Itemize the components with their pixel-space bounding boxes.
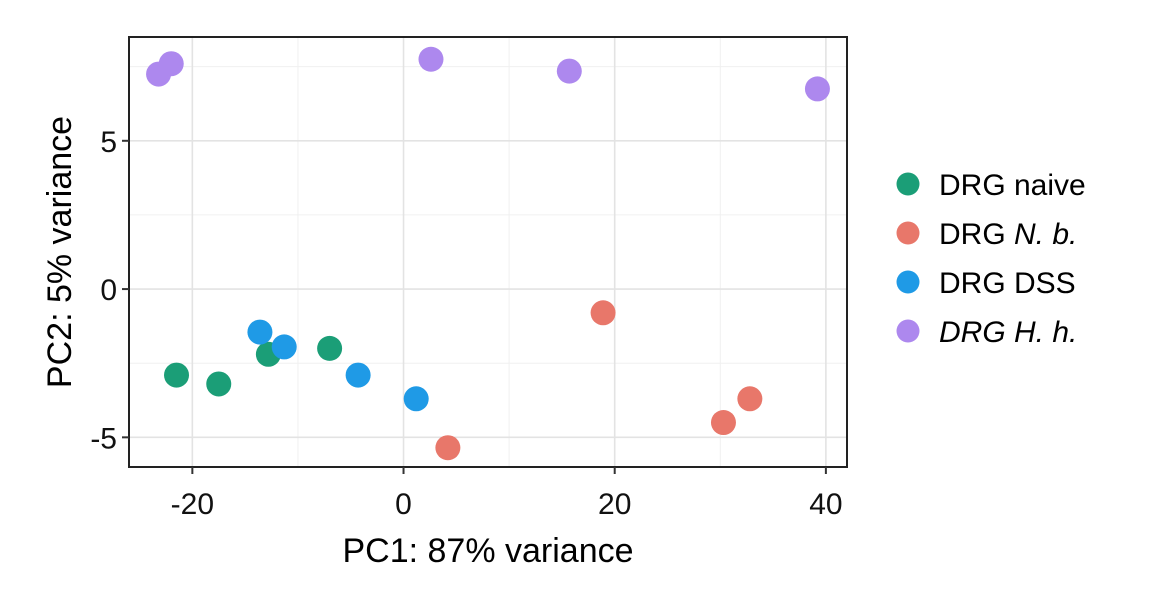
data-point [164, 362, 190, 388]
data-point [804, 76, 830, 102]
plot-background [129, 37, 847, 467]
y-tick-label: -5 [90, 422, 117, 455]
data-point [556, 58, 582, 84]
data-point [403, 386, 429, 412]
data-point [247, 319, 273, 345]
x-tick-label: 0 [395, 488, 412, 521]
data-point [737, 386, 763, 412]
data-point [710, 410, 736, 436]
legend-key [896, 270, 920, 294]
legend-key [896, 221, 920, 245]
y-tick-label: 5 [100, 126, 117, 159]
data-point [206, 371, 232, 397]
legend-key [896, 172, 920, 196]
legend-label: DRG N. b. [939, 218, 1077, 251]
ticks-layer: -20 0 20 40 5 0 -5 [90, 126, 842, 521]
legend-label: DRG DSS [939, 267, 1076, 300]
legend-key [896, 319, 920, 343]
y-tick-label: 0 [100, 274, 117, 307]
legend: DRG naive DRG N. b. DRG DSS DRG H. h. [896, 169, 1086, 349]
points-layer [146, 46, 830, 461]
data-point [418, 46, 444, 72]
x-tick-label: 20 [598, 488, 631, 521]
x-tick-label: 40 [809, 488, 842, 521]
legend-label: DRG naive [939, 169, 1086, 202]
plot-frame [128, 36, 848, 468]
x-tick-label: -20 [171, 488, 214, 521]
x-axis-title: PC1: 87% variance [342, 532, 633, 570]
data-point [158, 51, 184, 77]
grid-layer [129, 37, 847, 467]
data-point [435, 435, 461, 461]
data-point [590, 300, 616, 326]
data-point [317, 335, 343, 361]
y-axis-title: PC2: 5% variance [41, 116, 79, 388]
data-point [345, 362, 371, 388]
legend-label: DRG H. h. [939, 316, 1077, 349]
data-point [271, 334, 297, 360]
